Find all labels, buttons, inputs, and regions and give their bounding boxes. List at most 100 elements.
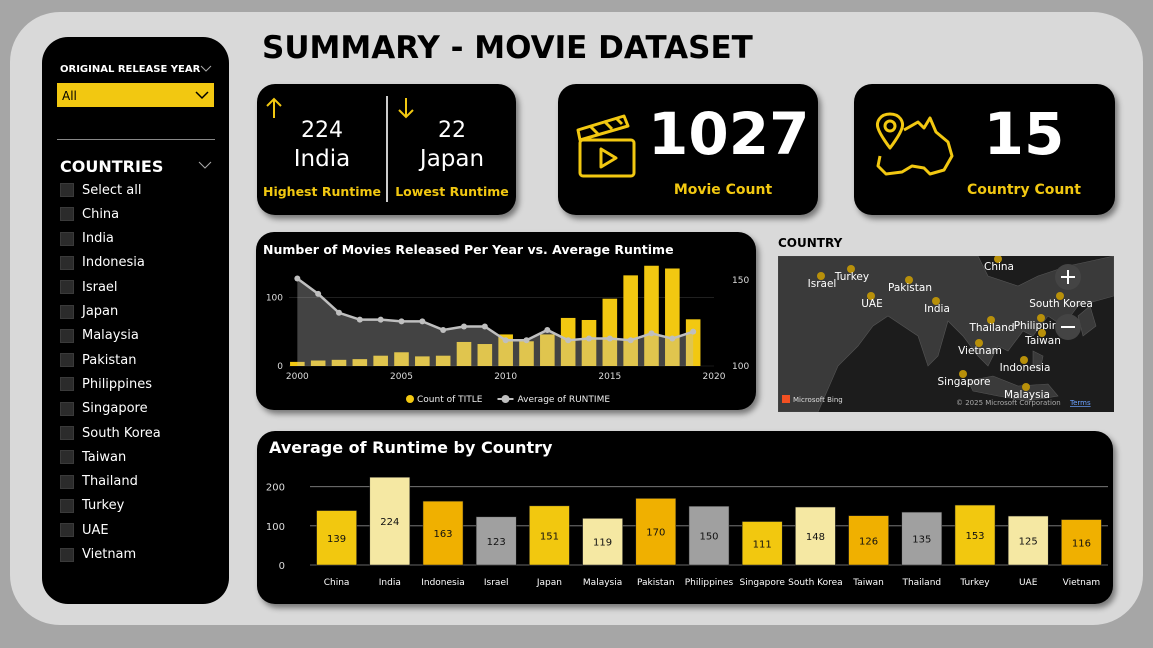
option-label: Singapore — [82, 401, 148, 417]
map-dot — [994, 256, 1002, 263]
page-title: SUMMARY - MOVIE DATASET — [262, 30, 753, 66]
map-copyright: © 2025 Microsoft Corporation — [956, 399, 1061, 407]
country-option[interactable]: Indonesia — [60, 253, 145, 273]
bar — [422, 500, 464, 566]
chevron — [200, 65, 212, 72]
line-point — [419, 318, 426, 325]
x-tick-label: Singapore — [739, 578, 785, 588]
data-label: 123 — [487, 537, 506, 548]
country-option[interactable]: Taiwan — [60, 447, 126, 467]
checkbox — [60, 353, 74, 368]
option-label: UAE — [82, 522, 109, 538]
bar — [795, 506, 836, 566]
map-label: South Korea — [1029, 298, 1093, 310]
option-label: South Korea — [82, 425, 161, 441]
kpi-label: Highest Runtime — [262, 184, 382, 199]
ms-logo — [782, 395, 790, 403]
country-option[interactable]: Japan — [60, 302, 118, 322]
country-option[interactable]: Pakistan — [60, 350, 136, 370]
map-label: Indonesia — [1000, 362, 1051, 374]
data-label: 163 — [433, 529, 452, 540]
line-point — [440, 326, 447, 333]
bar — [688, 506, 730, 566]
kpi-value: 22 — [438, 118, 466, 143]
line-point — [315, 290, 322, 297]
x-tick-label: India — [379, 578, 401, 588]
map-label: Vietnam — [958, 345, 1002, 357]
line-point — [523, 337, 530, 344]
checkbox — [60, 280, 74, 295]
checkbox — [60, 255, 74, 270]
land — [778, 256, 1114, 412]
data-label: 119 — [593, 538, 612, 549]
bar-chart: Average of Runtime by Country 0 100 200 139… — [257, 431, 1113, 604]
y-tick-label: 100 — [266, 522, 285, 533]
map-label: India — [924, 303, 950, 315]
bar — [901, 511, 943, 566]
country-option[interactable]: Israel — [60, 277, 118, 297]
line-point — [606, 335, 613, 342]
option-label: Thailand — [82, 474, 138, 490]
map-label: Pakistan — [888, 282, 932, 294]
checkbox — [60, 450, 74, 465]
y2-tick-label: 150 — [732, 276, 749, 286]
checkbox — [60, 231, 74, 246]
map-label: UAE — [861, 298, 883, 310]
map-dot — [1020, 356, 1028, 364]
map-dot — [932, 297, 940, 305]
year-dropdown[interactable]: All — [57, 83, 214, 107]
kpi-value: 15 — [983, 100, 1065, 168]
x-tick-label: 2000 — [286, 372, 309, 382]
country-option[interactable]: Select all — [60, 180, 141, 200]
kpi-value: 1027 — [648, 100, 810, 168]
chart-title: Number of Movies Released Per Year vs. A… — [263, 242, 674, 257]
country-option[interactable]: UAE — [60, 520, 109, 540]
option-label: Taiwan — [82, 449, 127, 465]
x-tick-label: Indonesia — [421, 578, 465, 588]
kpi-card: 224 India Highest Runtime 22 Japan Lowes… — [257, 84, 516, 215]
bar — [316, 510, 357, 566]
country-option[interactable]: Turkey — [60, 496, 124, 516]
y2-tick-label: 100 — [732, 362, 749, 372]
kpi-card: 1027 Movie Count — [558, 84, 818, 215]
country-option[interactable]: Thailand — [60, 472, 138, 492]
country-option[interactable]: Malaysia — [60, 326, 139, 346]
line-point — [502, 337, 509, 344]
country-option[interactable]: India — [60, 229, 114, 249]
checkbox — [60, 401, 74, 416]
map-label: China — [984, 261, 1014, 273]
map-dot — [1022, 383, 1030, 391]
chevron — [195, 91, 209, 100]
map-dot — [867, 292, 875, 300]
x-tick-label: Thailand — [901, 578, 941, 588]
bar — [352, 359, 368, 366]
line-point — [356, 316, 363, 323]
y-tick-label: 100 — [266, 293, 283, 303]
map-terms[interactable]: Terms — [1069, 399, 1091, 407]
country-option[interactable]: Vietnam — [60, 545, 136, 565]
bar — [540, 334, 555, 366]
bar — [582, 518, 623, 566]
bar — [456, 341, 472, 366]
kpi-country: India — [293, 146, 351, 172]
y-tick-label: 200 — [266, 483, 285, 494]
country-option[interactable]: Singapore — [60, 399, 148, 419]
bar — [331, 359, 347, 366]
line-point — [544, 326, 551, 333]
x-tick-label: Israel — [484, 578, 509, 588]
bar — [415, 356, 430, 366]
data-label: 150 — [699, 532, 718, 543]
x-tick-label: Malaysia — [583, 578, 622, 588]
x-tick-label: Pakistan — [637, 578, 675, 588]
data-label: 139 — [327, 534, 346, 545]
kpi-label: Country Count — [967, 182, 1081, 198]
x-tick-label: Philippines — [685, 578, 734, 588]
x-tick-label: Japan — [536, 578, 562, 588]
kpi-label: Lowest Runtime — [395, 184, 509, 199]
country-option[interactable]: South Korea — [60, 423, 161, 443]
divider — [386, 96, 388, 202]
country-option[interactable]: China — [60, 204, 119, 224]
country-option[interactable]: Philippines — [60, 374, 152, 394]
map-dot — [959, 370, 967, 378]
sidebar: ORIGINAL RELEASE YEAR All COUNTRIES Sele… — [42, 37, 229, 604]
